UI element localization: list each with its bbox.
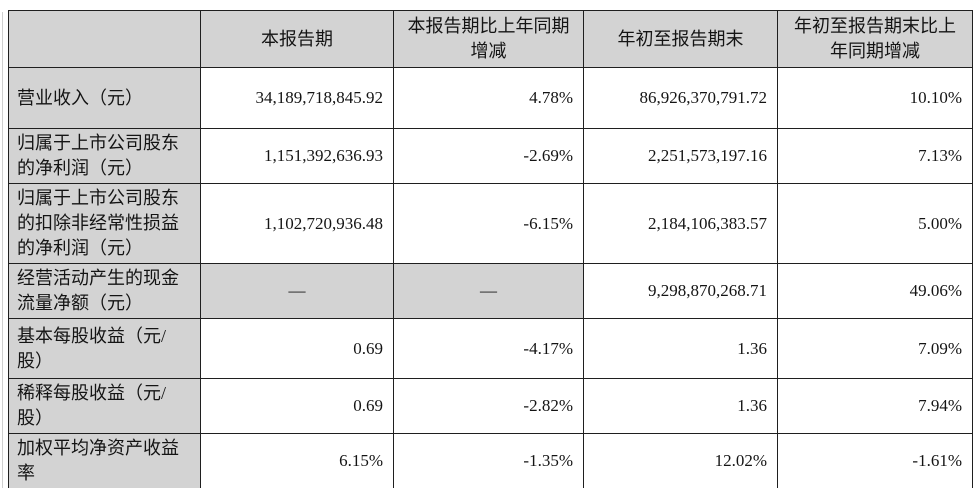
row-label: 稀释每股收益（元/ 股） [8, 378, 201, 434]
page-edge-line [2, 12, 3, 488]
header-cell-current-period-yoy-change: 本报告期比上年同期 增减 [393, 10, 584, 68]
row-label: 基本每股收益（元/ 股） [8, 318, 201, 379]
value-cell: 1.36 [583, 318, 778, 379]
header-row: 本报告期 本报告期比上年同期 增减 年初至报告期末 年初至报告期末比上 年同期增… [8, 10, 973, 68]
row-label: 归属于上市公司股东 的扣除非经常性损益 的净利润（元） [8, 183, 201, 264]
header-cell-current-period: 本报告期 [200, 10, 394, 68]
table-row: 经营活动产生的现金 流量净额（元） — —9,298,870,268.71 49.06… [8, 263, 973, 319]
table-row: 稀释每股收益（元/ 股） 0.69 -2.82% 1.36 7.94% [8, 378, 973, 434]
value-cell: 9,298,870,268.71 [583, 263, 778, 319]
table-row: 归属于上市公司股东 的扣除非经常性损益 的净利润（元） 1,102,720,936… [8, 183, 973, 264]
table-row: 归属于上市公司股东 的净利润（元） 1,151,392,636.93 -2.69% 2… [8, 128, 973, 184]
value-cell: 7.13% [777, 128, 973, 184]
value-cell: 0.69 [200, 378, 394, 434]
row-label: 加权平均净资产收益 率 [8, 433, 201, 488]
value-cell: 0.69 [200, 318, 394, 379]
value-cell: 49.06% [777, 263, 973, 319]
header-cell-ytd: 年初至报告期末 [583, 10, 778, 68]
table-row: 营业收入（元） 34,189,718,845.92 4.78% 86,926,370,… [8, 67, 973, 129]
value-cell: 4.78% [393, 67, 584, 129]
value-cell: — [200, 263, 394, 319]
table-row: 加权平均净资产收益 率 6.15% -1.35% 12.02% -1.61% [8, 433, 973, 488]
value-cell: -1.61% [777, 433, 973, 488]
row-label: 营业收入（元） [8, 67, 201, 129]
value-cell: 2,184,106,383.57 [583, 183, 778, 264]
value-cell: 5.00% [777, 183, 973, 264]
value-cell: -2.82% [393, 378, 584, 434]
value-cell: 10.10% [777, 67, 973, 129]
value-cell: 2,251,573,197.16 [583, 128, 778, 184]
value-cell: 1.36 [583, 378, 778, 434]
value-cell: 1,151,392,636.93 [200, 128, 394, 184]
value-cell: 7.94% [777, 378, 973, 434]
value-cell: -1.35% [393, 433, 584, 488]
value-cell: 1,102,720,936.48 [200, 183, 394, 264]
row-label: 经营活动产生的现金 流量净额（元） [8, 263, 201, 319]
header-cell-rowlabel [8, 10, 201, 68]
row-label: 归属于上市公司股东 的净利润（元） [8, 128, 201, 184]
value-cell: -4.17% [393, 318, 584, 379]
financial-summary-table: 本报告期 本报告期比上年同期 增减 年初至报告期末 年初至报告期末比上 年同期增… [8, 10, 973, 488]
header-cell-ytd-yoy-change: 年初至报告期末比上 年同期增减 [777, 10, 973, 68]
value-cell: 12.02% [583, 433, 778, 488]
value-cell: 34,189,718,845.92 [200, 67, 394, 129]
table-row: 基本每股收益（元/ 股） 0.69 -4.17% 1.36 7.09% [8, 318, 973, 379]
value-cell: 7.09% [777, 318, 973, 379]
value-cell: 6.15% [200, 433, 394, 488]
value-cell: 86,926,370,791.72 [583, 67, 778, 129]
value-cell: — [393, 263, 584, 319]
value-cell: -6.15% [393, 183, 584, 264]
value-cell: -2.69% [393, 128, 584, 184]
